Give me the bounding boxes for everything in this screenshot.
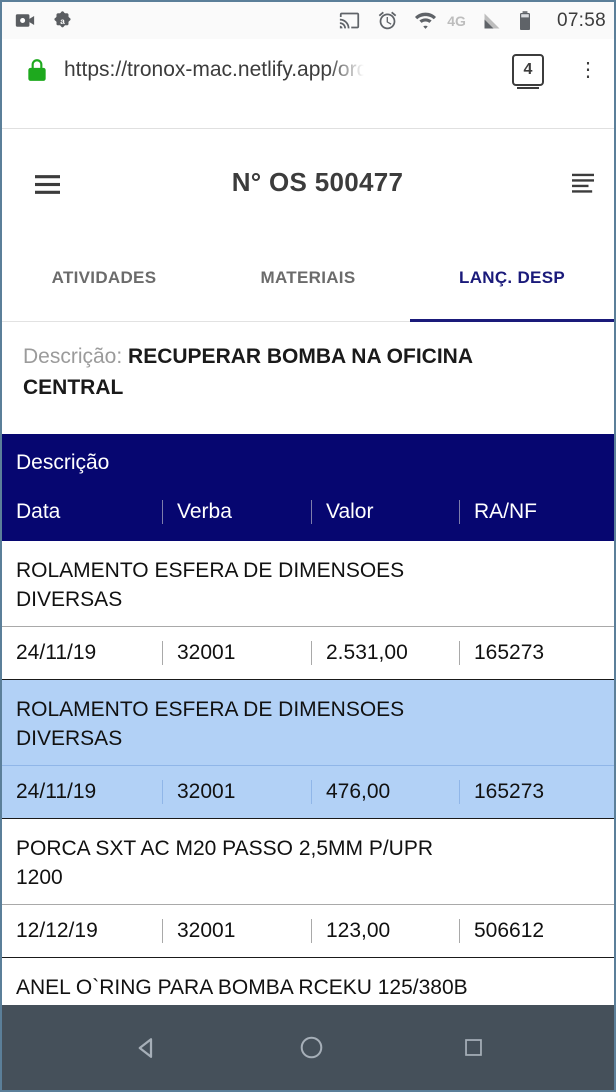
svg-text:a: a bbox=[60, 17, 65, 26]
